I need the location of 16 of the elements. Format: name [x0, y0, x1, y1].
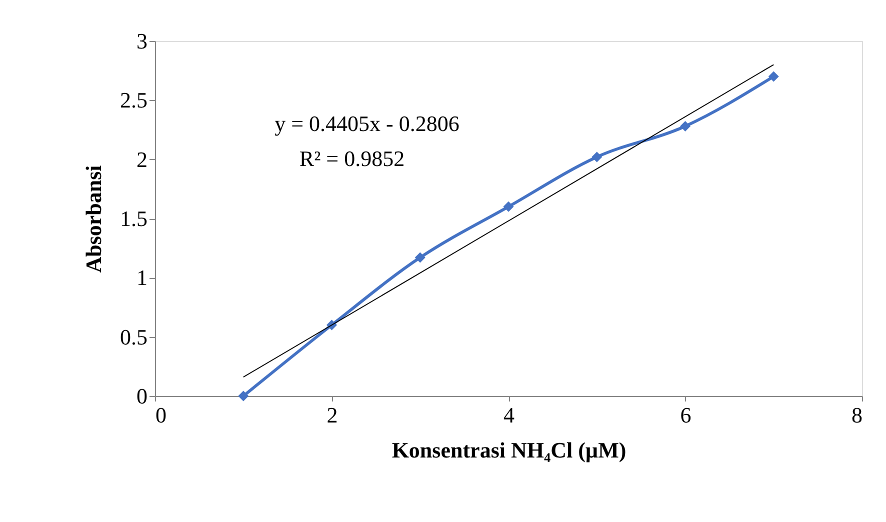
- y-tick-label: 2.5: [120, 88, 148, 113]
- x-tick-label: 2: [326, 402, 338, 428]
- y-tick-label: 0.5: [120, 324, 148, 350]
- x-tick-label: 4: [504, 402, 514, 428]
- y-tick-label: 1.5: [120, 206, 148, 231]
- x-tick-label: 6: [680, 402, 692, 428]
- annotation: y = 0.4405x - 0.2806: [274, 111, 460, 136]
- y-tick-label: 2: [136, 146, 148, 172]
- y-tick-label: 3: [136, 28, 148, 54]
- annotation: R² = 0.9852: [299, 146, 405, 171]
- y-tick-label: 1: [136, 265, 148, 290]
- x-tick-label: 8: [852, 402, 862, 428]
- y-axis-title: Absorbansi: [81, 165, 106, 273]
- x-axis-title: Konsentrasi NH₄Cl (µM): [392, 438, 626, 462]
- y-tick-label: 0: [136, 384, 148, 408]
- x-tick-label: 0: [156, 402, 166, 428]
